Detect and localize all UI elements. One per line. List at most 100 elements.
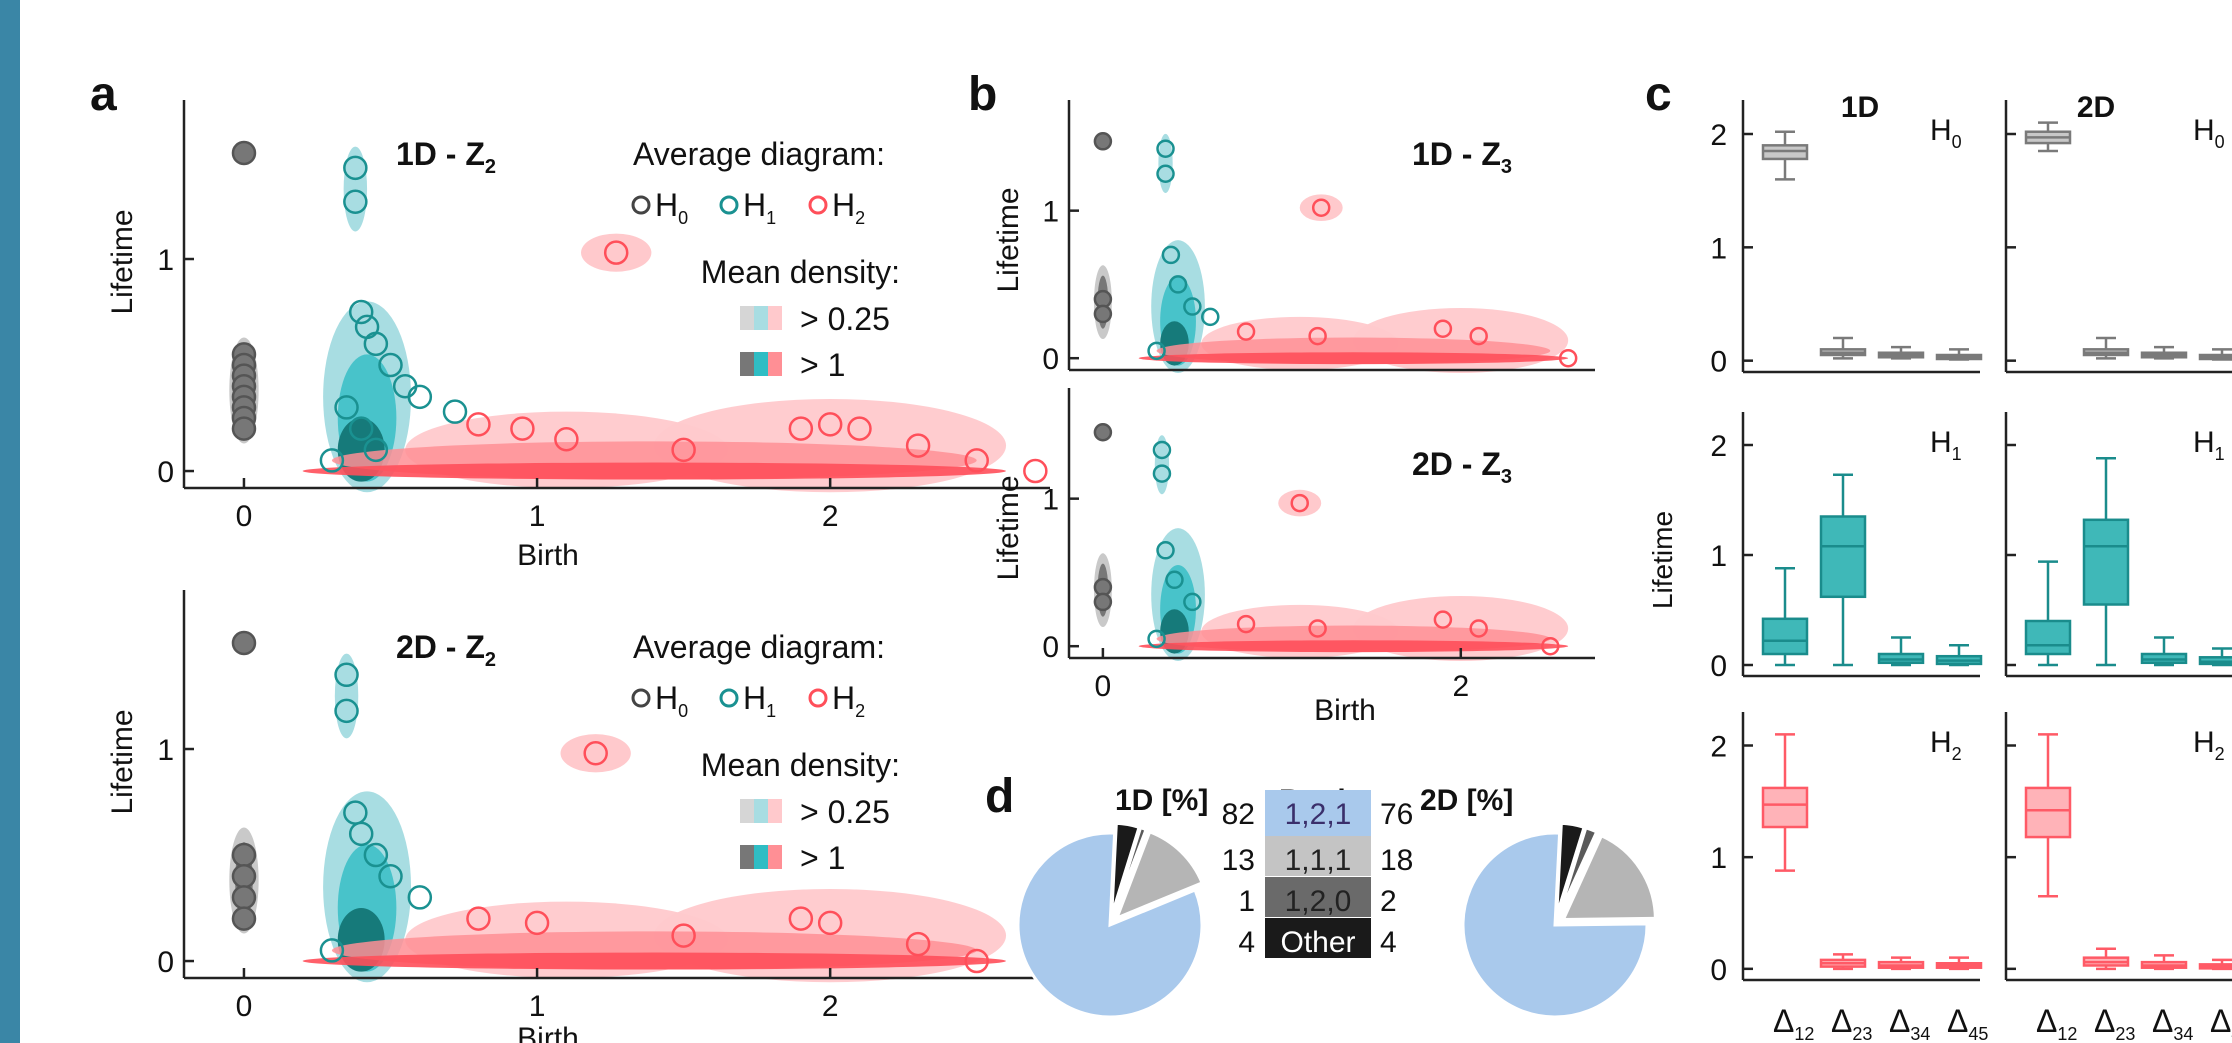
panel-a-bottom: 0 1 0 1 2 2D - Z2 Lifetime Birth Average dia… <box>106 590 1050 1043</box>
legend-h2-marker <box>808 195 828 215</box>
a-bottom-density-high-label: > 1 <box>800 840 845 876</box>
point-h2-7 <box>847 416 872 441</box>
betti-row-bg <box>1265 918 1371 958</box>
point-h0-0 <box>1093 423 1113 442</box>
x-tick-label: 2 <box>822 500 839 533</box>
pie-slice-1-1-1 <box>1561 833 1657 922</box>
c-y-tick-label: 1 <box>1710 232 1727 265</box>
point-h2-3 <box>554 426 579 452</box>
c-x-tick-label: Δ12 <box>1773 1003 1814 1043</box>
pct-2d: 76 <box>1380 798 1413 831</box>
point-h2-1 <box>1236 614 1256 634</box>
a-top-density-swatch-high <box>740 352 782 376</box>
point-h2-1 <box>1236 322 1256 341</box>
point-h1-7 <box>407 384 433 410</box>
c-row-label: H2 <box>2193 726 2225 764</box>
b-bottom-axes: 0 1 0 2 <box>1042 388 1595 703</box>
panel-b-bottom: 0 1 0 2 2D - Z3 Lifetime Birth <box>992 388 1595 727</box>
panel-c-letter: c <box>1645 68 1672 121</box>
point-h1-5 <box>378 352 403 378</box>
point-h1-7 <box>319 938 345 963</box>
a-top-xlabel: Birth <box>517 539 579 572</box>
h2-density-isolated <box>560 734 631 773</box>
c-y-tick-label: 0 <box>1710 346 1727 379</box>
h1-density-peak <box>1158 133 1173 193</box>
point-h1-1 <box>1156 164 1175 184</box>
point-h2-9 <box>964 448 989 473</box>
d-col-2d: 2D [%] <box>1420 784 1513 817</box>
legend-h1-label: H1 <box>743 187 776 228</box>
point-h0-3 <box>231 885 257 910</box>
betti-value: 1,2,1 <box>1285 798 1352 831</box>
point-h1-12 <box>319 448 345 473</box>
b-top-density <box>1093 133 1569 373</box>
point-h1-4 <box>1183 592 1202 612</box>
legend-h0-label: H0 <box>655 187 688 228</box>
h2-density-isolated <box>581 233 652 272</box>
point-h2-10 <box>1023 458 1048 484</box>
h2-density-isolated <box>1299 194 1343 221</box>
panel-b-letter: b <box>968 68 997 121</box>
h2-density-core <box>302 952 1007 970</box>
a-top-axes: 0 1 0 1 2 <box>157 100 1050 533</box>
point-h2-4 <box>1469 326 1488 346</box>
c-row-label: H0 <box>1930 114 1962 152</box>
a-bottom-ylabel: Lifetime <box>106 709 139 814</box>
panel-a-top: 0 1 0 1 2 1D - Z2 Lifetime Birth Average dia… <box>106 100 1050 572</box>
point-h0-0 <box>231 630 257 656</box>
point-h2-1 <box>466 412 491 437</box>
a-top-density-high-label: > 1 <box>800 347 845 383</box>
b-top-ylabel: Lifetime <box>992 187 1025 292</box>
betti-value: 1,1,1 <box>1285 844 1352 877</box>
x-tick-label: 2 <box>1452 670 1469 703</box>
pie-2d <box>1461 821 1657 1019</box>
a-bottom-points <box>231 630 989 974</box>
point-h0-1 <box>231 842 257 868</box>
point-h1-0 <box>1156 139 1175 158</box>
y-tick-label: 0 <box>1042 343 1059 376</box>
point-h1-6 <box>1147 341 1166 361</box>
a-bottom-density-swatch-low <box>740 799 782 823</box>
betti-value: Other <box>1280 926 1355 959</box>
point-h2-4 <box>1469 619 1488 638</box>
box <box>2082 518 2130 606</box>
a-top-legend-avg: Average diagram: <box>633 136 885 172</box>
a-top-legend-density: Mean density: <box>701 254 900 290</box>
c-x-tick-label: Δ23 <box>2094 1003 2135 1043</box>
pct-1d: 82 <box>1222 798 1255 831</box>
pct-2d: 18 <box>1380 844 1413 877</box>
point-h1-3 <box>1165 570 1184 590</box>
b-top-axes: 01 <box>1042 100 1595 376</box>
point-h1-5 <box>1147 629 1166 649</box>
c-row-label-sub: 1 <box>2215 444 2225 464</box>
h2-density-core <box>1138 352 1569 365</box>
h2-density-isolated <box>1278 489 1322 517</box>
point-h2-0 <box>603 240 629 265</box>
legend-h2-label: H2 <box>832 187 865 228</box>
point-h1-5 <box>378 863 403 889</box>
a-bottom-title: 2D - Z2 <box>396 629 496 671</box>
a-top-title: 1D - Z2 <box>396 136 496 178</box>
point-h2-7 <box>964 948 989 974</box>
point-h2-1 <box>466 906 491 931</box>
pct-2d: 2 <box>1380 885 1397 918</box>
y-tick-label: 1 <box>157 244 174 277</box>
point-h2-0 <box>583 741 608 766</box>
box <box>2024 619 2072 656</box>
y-tick-label: 1 <box>1042 196 1059 229</box>
a-top-points <box>231 140 1048 484</box>
c-row-label-sub: 0 <box>2215 132 2225 152</box>
c-x-tick-label: Δ45 <box>1947 1003 1988 1043</box>
pct-1d: 4 <box>1238 926 1255 959</box>
box <box>1819 515 1867 599</box>
pie-slice-1-2-0 <box>1111 825 1148 917</box>
c-x-tick-sub: 34 <box>2173 1024 2193 1043</box>
point-h1-6 <box>407 885 433 910</box>
legend-h0-marker <box>631 195 651 215</box>
c-x-tick-label: Δ12 <box>2036 1003 2077 1043</box>
x-tick-label: 1 <box>529 990 546 1023</box>
pie-slice-1-2-0 <box>1557 825 1599 917</box>
point-h1-2 <box>348 299 374 325</box>
y-tick-label: 0 <box>157 456 174 489</box>
